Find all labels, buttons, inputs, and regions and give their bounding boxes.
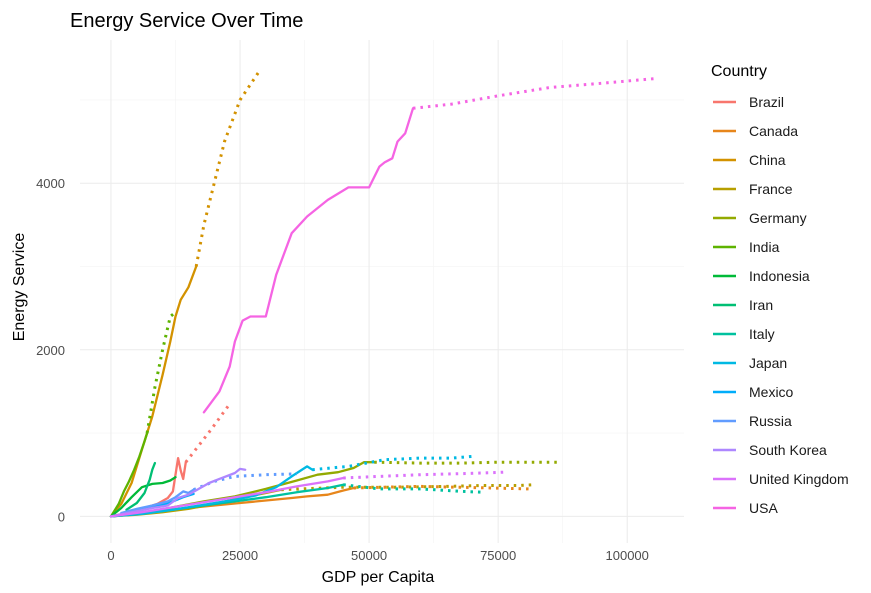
series-line-south-korea <box>109 467 247 518</box>
legend-label: Brazil <box>749 94 784 110</box>
chart-title: Energy Service Over Time <box>70 10 303 32</box>
legend-label: Italy <box>749 326 775 342</box>
legend-label: USA <box>749 500 778 516</box>
legend-item-united-kingdom: United Kingdom <box>713 471 849 487</box>
legend-item-mexico: Mexico <box>713 384 794 400</box>
series-projection-japan <box>312 454 473 472</box>
legend-item-india: India <box>713 239 780 255</box>
y-tick-label: 0 <box>58 509 65 524</box>
legend-item-italy: Italy <box>713 326 775 342</box>
x-axis-title: GDP per Capita <box>322 569 435 586</box>
series-line-usa <box>202 107 415 414</box>
series-layer <box>109 68 659 518</box>
series-projection-germany <box>374 460 561 465</box>
legend-title: Country <box>711 63 767 80</box>
legend-label: France <box>749 181 793 197</box>
series-line-iran <box>125 461 157 511</box>
legend-item-china: China <box>713 152 786 168</box>
series-line-russia <box>120 488 195 515</box>
y-axis-title: Energy Service <box>11 233 28 342</box>
x-axis-ticks: 0 25000 50000 75000 100000 <box>107 548 649 563</box>
x-tick-label: 100000 <box>606 548 649 563</box>
legend-label: Iran <box>749 297 773 313</box>
series-line-united-kingdom <box>109 476 345 518</box>
legend-items: Brazil Canada China France Germany India Indon… <box>713 94 849 516</box>
x-tick-label: 75000 <box>480 548 516 563</box>
legend-label: United Kingdom <box>749 471 849 487</box>
legend-label: Canada <box>749 123 798 139</box>
legend-label: India <box>749 239 780 255</box>
series-projection-india <box>145 311 177 434</box>
series-line-india <box>109 431 149 518</box>
legend-item-canada: Canada <box>713 123 798 139</box>
series-line-china <box>109 265 198 518</box>
legend-item-south-korea: South Korea <box>713 442 827 458</box>
legend-label: Indonesia <box>749 268 810 284</box>
legend-label: Mexico <box>749 384 794 400</box>
y-tick-label: 4000 <box>36 176 65 191</box>
legend-label: China <box>749 152 786 168</box>
legend-item-russia: Russia <box>713 413 792 429</box>
plot-grid <box>80 40 684 543</box>
legend-label: Germany <box>749 210 807 226</box>
legend-label: South Korea <box>749 442 827 458</box>
legend-label: Russia <box>749 413 792 429</box>
legend-item-france: France <box>713 181 793 197</box>
series-projection-brazil <box>184 403 231 464</box>
series-projection-france <box>281 483 535 492</box>
series-projection-china <box>194 68 262 267</box>
y-tick-label: 2000 <box>36 343 65 358</box>
legend-item-usa: USA <box>713 500 778 516</box>
series-projection-usa <box>412 76 659 110</box>
legend-item-iran: Iran <box>713 297 773 313</box>
x-tick-label: 50000 <box>351 548 387 563</box>
x-tick-label: 25000 <box>222 548 258 563</box>
x-tick-label: 0 <box>107 548 114 563</box>
legend-label: Japan <box>749 355 787 371</box>
legend-item-germany: Germany <box>713 210 807 226</box>
legend-item-japan: Japan <box>713 355 787 371</box>
series-projection-russia <box>193 472 297 492</box>
series-projection-united-kingdom <box>343 470 504 480</box>
series-line-japan <box>109 465 314 518</box>
series-projection-italy <box>343 483 483 494</box>
legend: Country Brazil Canada China France Germany In… <box>711 63 849 516</box>
y-axis-ticks: 0 2000 4000 <box>36 176 65 524</box>
legend-item-indonesia: Indonesia <box>713 268 810 284</box>
legend-item-brazil: Brazil <box>713 94 784 110</box>
